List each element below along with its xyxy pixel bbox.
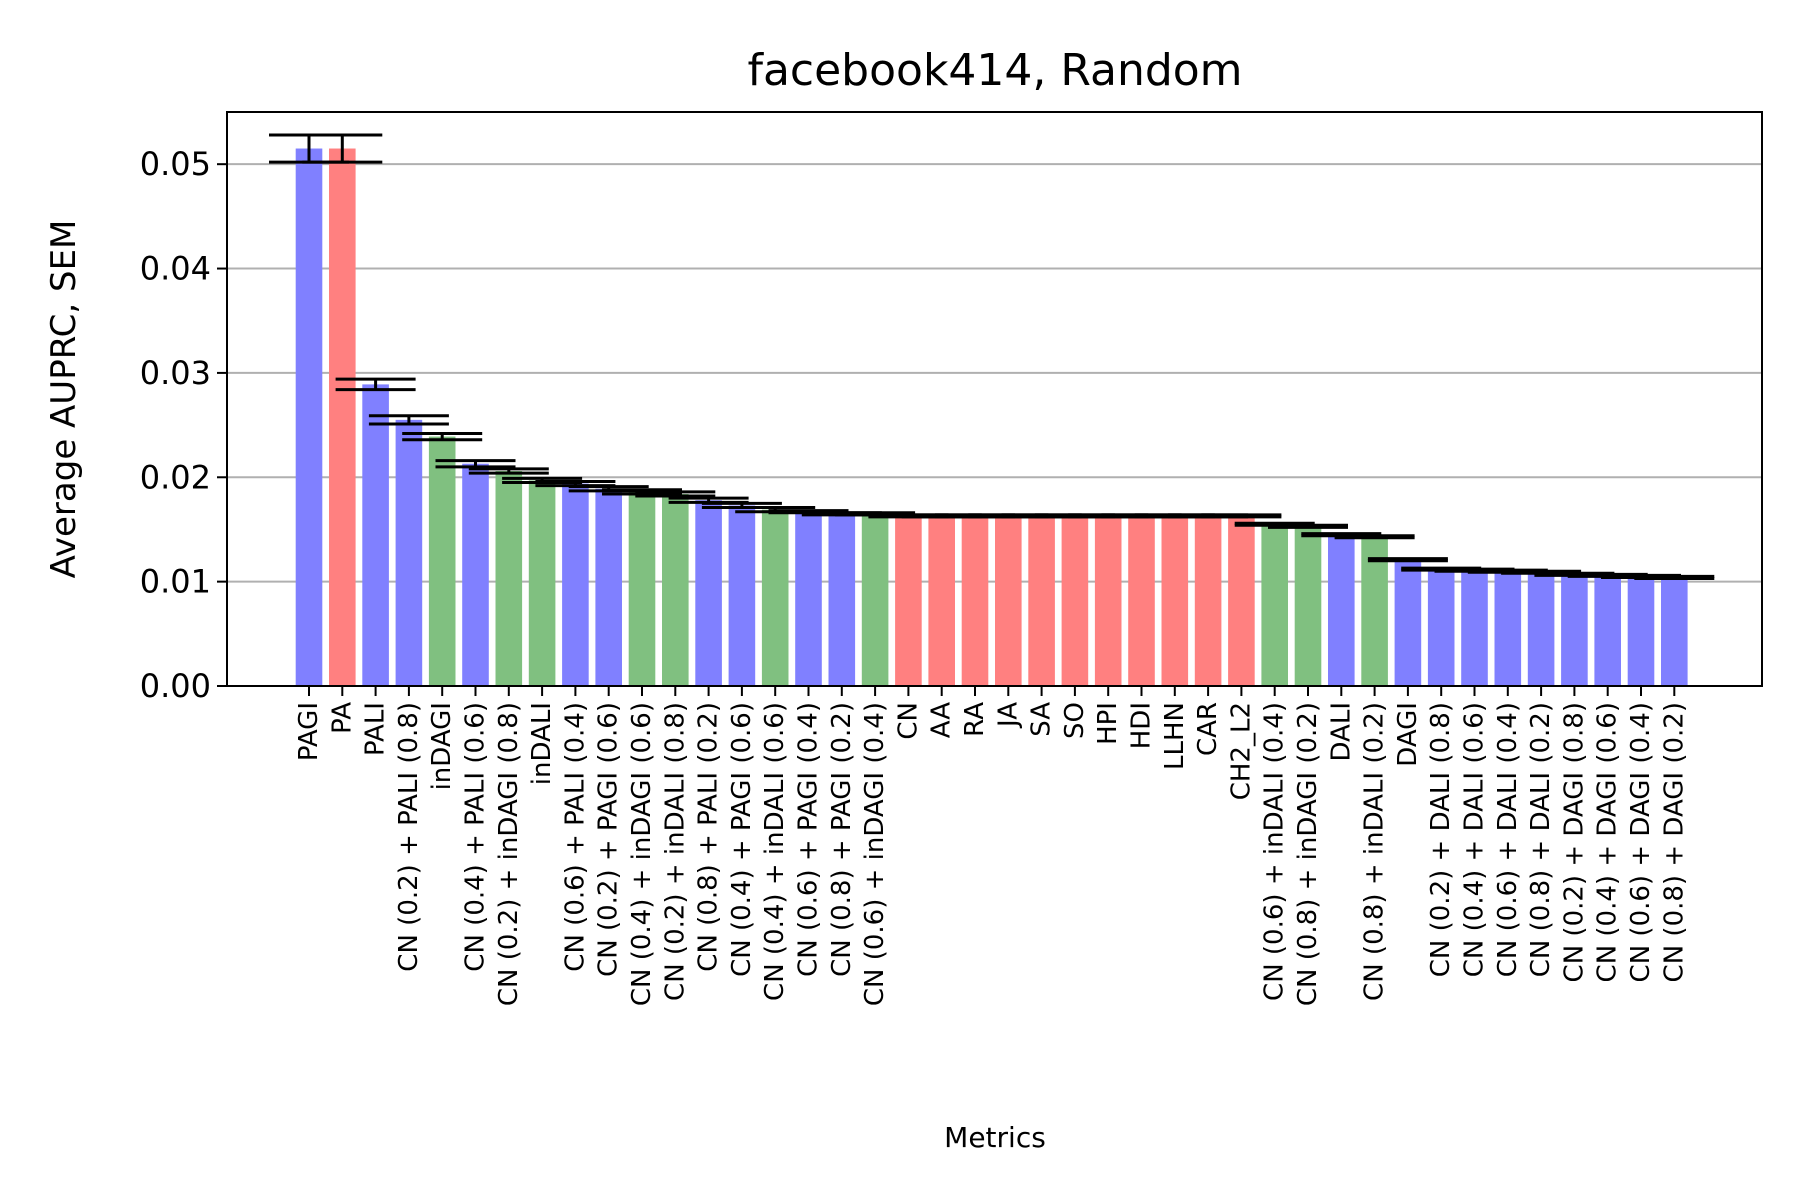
x-tick-label: HDI	[1127, 702, 1157, 749]
x-tick-label: CN (0.2) + DAGI (0.8)	[1559, 702, 1589, 982]
y-tick-label: 0.00	[140, 667, 211, 705]
x-tick-label: HPI	[1093, 702, 1123, 745]
bar	[1061, 515, 1089, 686]
y-tick-label: 0.05	[140, 145, 211, 183]
bar	[1294, 526, 1322, 686]
y-axis: 0.00 0.01 0.02 0.03 0.04 0.05	[140, 145, 227, 705]
x-tick-label: CN (0.4) + inDALI (0.6)	[760, 702, 790, 1001]
x-tick-label: CN (0.2) + PALI (0.8)	[394, 702, 424, 972]
x-tick-label: CN (0.4) + PALI (0.6)	[461, 702, 491, 972]
chart-title: facebook414, Random	[747, 45, 1242, 96]
x-tick-label: CN (0.2) + inDAGI (0.8)	[494, 702, 524, 1006]
bar	[1594, 575, 1621, 686]
x-tick-label: CN (0.8) + PALI (0.2)	[694, 702, 724, 972]
x-tick-label: CH2_L2	[1226, 702, 1256, 800]
bar	[662, 493, 689, 686]
bars-group	[295, 148, 1688, 686]
x-tick-label: CN (0.6) + inDAGI (0.4)	[860, 702, 890, 1006]
bar	[562, 483, 589, 686]
bar	[1194, 515, 1222, 686]
bar	[1494, 571, 1522, 686]
bar	[895, 515, 922, 686]
bar	[1128, 515, 1155, 686]
bar	[728, 505, 756, 686]
bar	[1627, 576, 1655, 686]
x-axis: PAGI PA PALI CN (0.2) + PALI (0.8) inDAGI CN …	[294, 686, 1689, 1006]
bar	[1028, 515, 1055, 686]
y-tick-label: 0.01	[140, 563, 211, 601]
x-tick-label: CN (0.2) + PAGI (0.6)	[594, 702, 624, 977]
bar	[495, 471, 523, 686]
x-tick-label: CN (0.2) + DALI (0.8)	[1426, 702, 1456, 977]
bar	[695, 500, 722, 686]
x-tick-label: SA	[1027, 702, 1057, 737]
y-tick-label: 0.04	[140, 250, 211, 288]
y-axis-label: Average AUPRC, SEM	[44, 220, 84, 579]
bar	[1261, 524, 1288, 686]
x-tick-label: PALI	[361, 702, 391, 756]
bar	[628, 491, 656, 686]
x-tick-label: CN (0.8) + DAGI (0.2)	[1659, 702, 1689, 982]
x-tick-label: CN (0.6) + inDALI (0.4)	[1260, 702, 1290, 1001]
x-tick-label: CN (0.8) + inDALI (0.2)	[1360, 702, 1390, 1001]
bar	[1228, 515, 1255, 686]
bar	[528, 480, 556, 686]
bar	[362, 384, 389, 686]
bar	[1561, 574, 1588, 686]
bar	[395, 419, 423, 686]
x-tick-label: SO	[1060, 702, 1090, 739]
bar	[1527, 572, 1555, 686]
bar	[928, 515, 955, 686]
error-bars-group	[269, 133, 1715, 581]
x-axis-label: Metrics	[944, 1121, 1046, 1154]
bar	[1461, 570, 1488, 686]
bar	[1328, 534, 1355, 686]
x-tick-label: CAR	[1193, 702, 1223, 756]
x-tick-label: CN (0.6) + DALI (0.4)	[1493, 702, 1523, 977]
y-tick-label: 0.02	[140, 458, 211, 496]
bar	[828, 513, 856, 686]
x-tick-label: DALI	[1326, 702, 1356, 762]
x-tick-label: inDAGI	[427, 702, 457, 790]
bar	[595, 488, 622, 686]
x-tick-label: CN	[893, 702, 923, 740]
bar	[761, 509, 789, 686]
bar	[1427, 569, 1455, 686]
x-tick-label: PAGI	[294, 702, 324, 761]
plot-frame	[226, 111, 1763, 687]
x-tick-label: PA	[327, 702, 357, 734]
y-tick-label: 0.03	[140, 354, 211, 392]
x-tick-label: RA	[960, 702, 990, 737]
x-tick-label: CN (0.6) + PALI (0.4)	[560, 702, 590, 972]
x-tick-label: CN (0.8) + PAGI (0.2)	[827, 702, 857, 977]
x-tick-label: CN (0.4) + DAGI (0.6)	[1593, 702, 1623, 982]
bar	[428, 436, 456, 686]
bar	[1094, 515, 1122, 686]
bar	[295, 148, 323, 686]
x-tick-label: CN (0.4) + PAGI (0.6)	[727, 702, 757, 977]
bar	[1161, 515, 1189, 686]
bar	[329, 148, 356, 686]
x-tick-label: JA	[993, 702, 1023, 729]
bar	[462, 463, 489, 686]
x-tick-label: AA	[927, 702, 957, 739]
bar	[961, 515, 989, 686]
x-tick-label: CN (0.4) + DALI (0.6)	[1460, 702, 1490, 977]
x-tick-label: CN (0.8) + inDAGI (0.2)	[1293, 702, 1323, 1006]
x-tick-label: DAGI	[1393, 702, 1423, 767]
bar	[995, 515, 1022, 686]
bar	[1394, 559, 1422, 686]
x-tick-label: LLHN	[1160, 702, 1190, 770]
bar	[1661, 577, 1688, 686]
x-tick-label: CN (0.8) + DALI (0.2)	[1526, 702, 1556, 977]
x-tick-label: CN (0.2) + inDALI (0.8)	[660, 702, 690, 1001]
bar	[861, 513, 889, 686]
x-tick-label: inDALI	[527, 702, 557, 785]
x-tick-label: CN (0.4) + inDAGI (0.6)	[627, 702, 657, 1006]
x-tick-label: CN (0.6) + DAGI (0.4)	[1626, 702, 1656, 982]
x-tick-label: CN (0.6) + PAGI (0.4)	[794, 702, 824, 977]
bar	[795, 511, 822, 686]
